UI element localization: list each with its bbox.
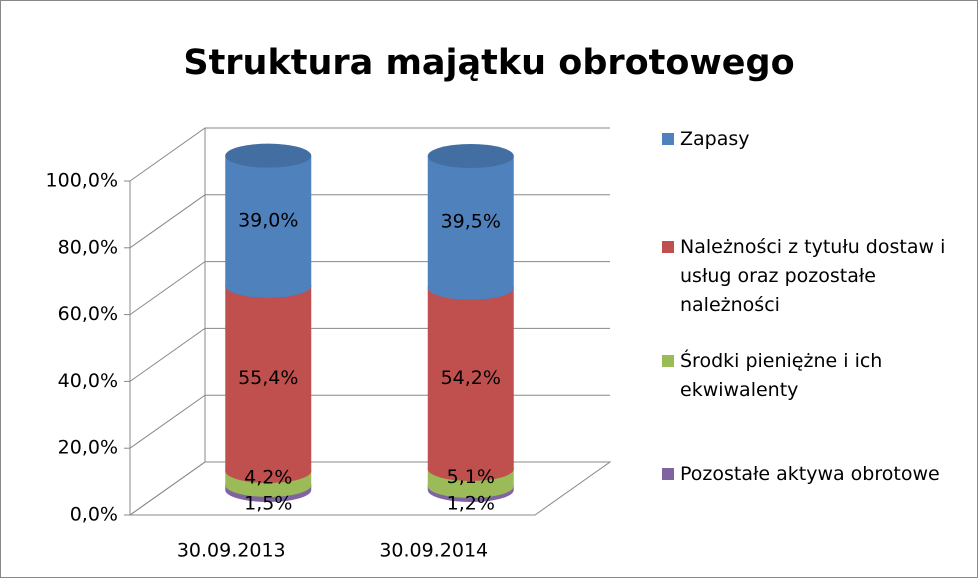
- bar-segment: [225, 155, 312, 298]
- chart-title: Struktura majątku obrotowego: [183, 43, 794, 83]
- data-label: 5,1%: [447, 466, 495, 488]
- legend-item: Środki pieniężne i ich ekwiwalenty: [662, 347, 972, 405]
- legend-swatch: [662, 468, 674, 480]
- legend-label: Należności z tytułu dostaw i usług oraz …: [680, 236, 946, 316]
- y-tick-label: 0,0%: [70, 504, 118, 526]
- y-tick-label: 80,0%: [58, 236, 118, 258]
- bar-segment: [427, 287, 514, 481]
- legend-item: Pozostałe aktywa obrotowe: [662, 460, 972, 489]
- data-label: 39,0%: [238, 209, 298, 231]
- y-tick-label: 20,0%: [58, 437, 118, 459]
- grid-line: [129, 127, 610, 182]
- data-label: 55,4%: [238, 367, 298, 389]
- legend-label: Zapasy: [680, 128, 750, 150]
- bar-segment-top: [225, 143, 312, 168]
- data-label: 54,2%: [441, 367, 501, 389]
- y-tick-label: 100,0%: [46, 170, 118, 192]
- data-label: 1,5%: [244, 493, 292, 515]
- x-tick-label: 30.09.2014: [379, 540, 488, 562]
- bar-segment: [225, 285, 312, 483]
- legend-label: Pozostałe aktywa obrotowe: [680, 463, 940, 485]
- data-label: 4,2%: [244, 466, 292, 488]
- legend-swatch: [662, 355, 674, 367]
- legend-item: Zapasy: [662, 125, 972, 154]
- bar-segment-top: [427, 144, 514, 168]
- data-label: 39,5%: [441, 210, 501, 232]
- legend-swatch: [662, 133, 674, 145]
- legend-label: Środki pieniężne i ich ekwiwalenty: [680, 350, 883, 401]
- x-tick-label: 30.09.2013: [177, 540, 286, 562]
- bar-segment: [427, 156, 514, 300]
- y-tick-label: 60,0%: [58, 303, 118, 325]
- y-tick-label: 40,0%: [58, 370, 118, 392]
- legend-item: Należności z tytułu dostaw i usług oraz …: [662, 233, 972, 320]
- legend-swatch: [662, 241, 674, 253]
- data-label: 1,2%: [447, 493, 495, 515]
